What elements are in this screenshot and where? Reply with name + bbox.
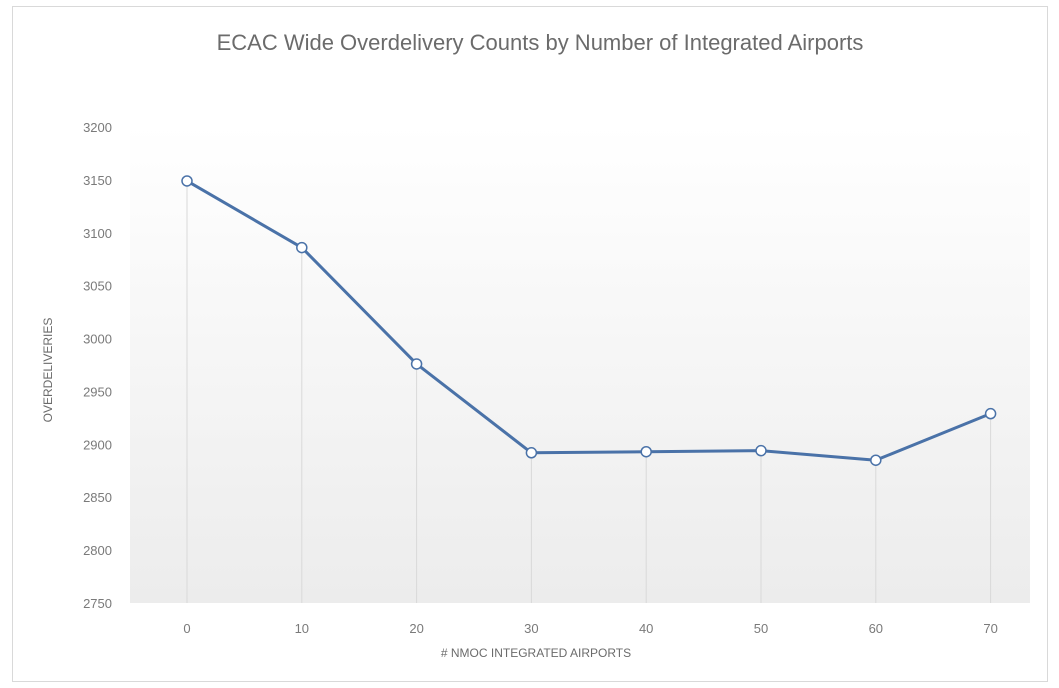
x-tick-label: 60 [869,621,883,636]
x-axis-ticks: 0 10 20 30 40 50 60 70 [183,621,997,636]
plot-area [130,125,1030,603]
y-tick-label: 2950 [83,384,112,399]
y-tick-label: 3000 [83,332,112,347]
chart-title: ECAC Wide Overdelivery Counts by Number … [216,30,864,55]
y-tick-label: 3150 [83,173,112,188]
x-tick-label: 30 [524,621,538,636]
data-point [870,454,882,466]
y-tick-label: 2900 [83,437,112,452]
data-point [984,407,997,420]
x-tick-label: 10 [295,621,309,636]
data-point [755,444,767,457]
y-tick-label: 3100 [83,226,112,241]
drop-lines [186,180,992,603]
y-tick-label: 3050 [83,279,112,294]
x-tick-label: 20 [409,621,423,636]
x-tick-label: 50 [754,621,768,636]
x-tick-label: 70 [983,621,997,636]
data-point [410,358,423,370]
y-tick-label: 2800 [83,543,112,558]
y-tick-label: 3200 [83,120,112,135]
series-group [181,175,997,466]
y-tick-label: 2850 [83,490,112,505]
y-axis-label: OVERDELIVERIES [41,318,55,423]
x-axis-label: # NMOC INTEGRATED AIRPORTS [441,646,631,660]
data-point [525,447,538,459]
y-tick-label: 2750 [83,596,112,611]
x-tick-label: 0 [183,621,190,636]
y-axis-ticks: 2750 2800 2850 2900 2950 3000 3050 3100 3150 3200 [83,120,112,611]
x-tick-label: 40 [639,621,653,636]
series-line [186,179,992,462]
data-point [181,175,193,187]
data-point [640,445,652,458]
data-point [296,241,308,254]
